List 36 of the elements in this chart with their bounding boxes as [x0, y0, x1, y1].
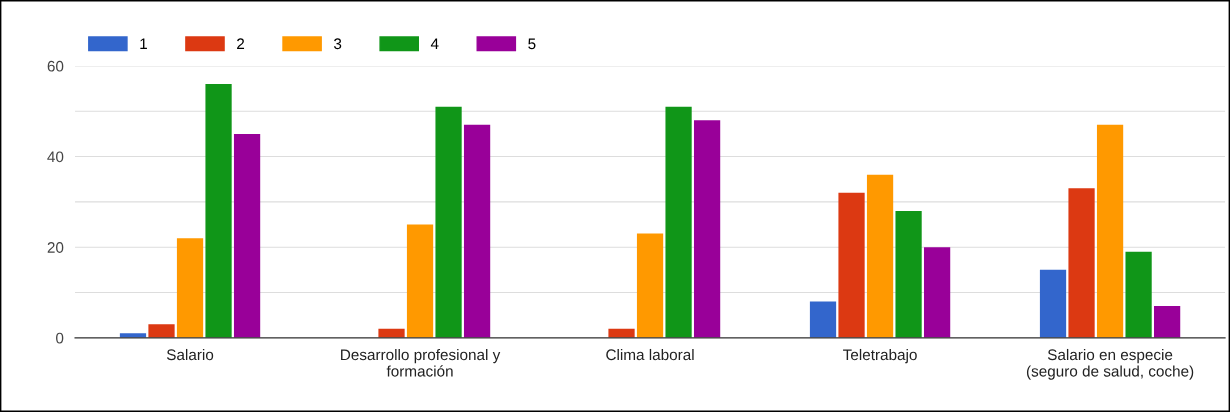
bar: [148, 324, 175, 338]
bar: [895, 210, 922, 338]
y-tick-label: 0: [56, 332, 64, 344]
bar: [923, 247, 951, 338]
bar: [1068, 188, 1095, 338]
y-tick-label: 40: [47, 151, 64, 163]
bar: [233, 133, 261, 338]
legend-label: 3: [333, 38, 342, 50]
bar: [378, 328, 405, 338]
bar: [1096, 124, 1124, 338]
bar: [636, 233, 664, 338]
bar: [838, 192, 865, 338]
x-tick-label: Salario en especie (seguro de salud, coche): [1026, 348, 1194, 380]
bar: [176, 238, 204, 338]
bar: [463, 124, 491, 338]
x-tick-label: Teletrabajo: [843, 348, 917, 364]
legend-label: 5: [528, 38, 536, 50]
bar: [205, 84, 232, 338]
y-tick-label: 60: [47, 60, 64, 72]
bar: [809, 301, 837, 338]
x-tick-label: Desarrollo profesional y formación: [341, 348, 501, 377]
y-tick-label: 20: [47, 242, 64, 253]
bar: [1125, 251, 1152, 338]
bar: [406, 224, 434, 338]
legend-label: 4: [430, 38, 439, 49]
x-tick-label: Clima laboral: [606, 348, 694, 361]
legend-label: 1: [140, 38, 147, 49]
bar: [866, 174, 894, 338]
bar: [1154, 306, 1181, 338]
bar: [608, 328, 635, 338]
bar: [665, 106, 692, 338]
bar: [1039, 269, 1067, 338]
legend-label: 2: [237, 38, 245, 49]
bar: [693, 120, 721, 338]
bar: [435, 106, 462, 338]
x-tick-label: Salario: [166, 348, 214, 361]
